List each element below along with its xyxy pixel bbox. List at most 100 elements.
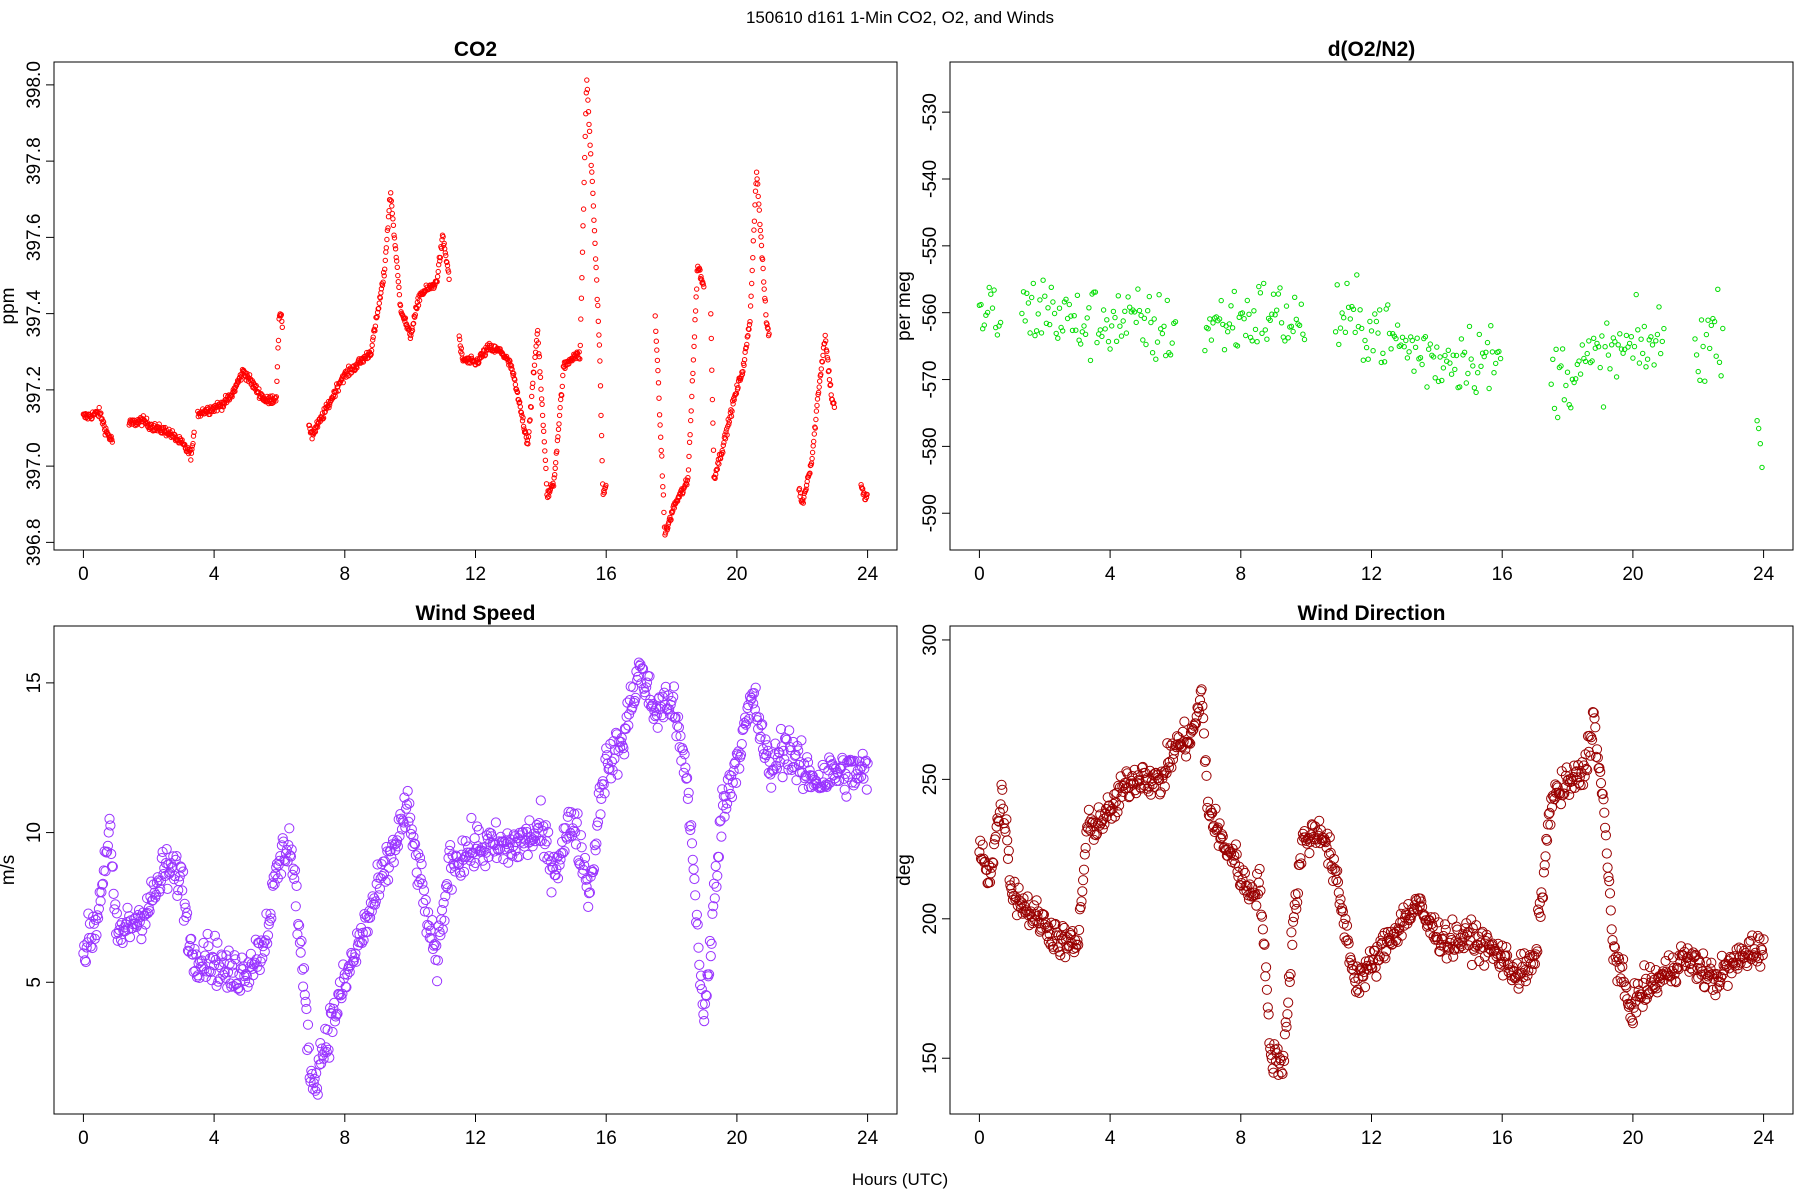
windspeed-point [755, 731, 766, 742]
winddir-point [1591, 744, 1603, 755]
o2-xtick-label: 16 [1492, 564, 1513, 585]
co2-point [756, 207, 762, 213]
winddir-point [1042, 921, 1054, 932]
o2-point [1586, 338, 1592, 344]
o2-point [1167, 352, 1174, 358]
winddir-point [1162, 738, 1173, 749]
o2-point [1221, 347, 1228, 353]
co2-point [529, 393, 535, 400]
co2-point [757, 227, 764, 234]
co2-point [535, 327, 541, 334]
windspeed-point [107, 861, 118, 872]
windspeed-point [582, 874, 593, 885]
windspeed-point [692, 919, 703, 930]
windspeed-point [247, 963, 258, 974]
winddir-point [1559, 788, 1570, 799]
co2-point [653, 328, 659, 334]
co2-point [657, 422, 663, 428]
o2-point [1259, 330, 1265, 336]
o2-point [1146, 293, 1153, 300]
co2-point [583, 90, 589, 96]
o2-point [1600, 404, 1607, 410]
co2-point [396, 284, 402, 290]
winddir-point [1195, 686, 1206, 697]
winddir-point [1599, 807, 1610, 818]
winddir-point [1725, 951, 1736, 963]
winddir-ytick-label: 250 [920, 764, 941, 796]
o2-point [1656, 304, 1662, 310]
co2-point [739, 371, 746, 377]
co2-point [383, 245, 389, 251]
windspeed-point [301, 1003, 312, 1015]
o2-point [1216, 316, 1223, 322]
co2-point [394, 264, 400, 270]
co2-point [525, 434, 532, 440]
co2-point [340, 379, 346, 386]
o2-point [1556, 364, 1563, 371]
winddir-point [1433, 917, 1444, 928]
co2-point [822, 332, 828, 339]
windspeed-point [405, 828, 417, 840]
winddir-point [1757, 950, 1768, 961]
winddir-point [1073, 939, 1084, 951]
windspeed-point [733, 746, 744, 757]
co2-point [161, 428, 168, 434]
co2-point [370, 334, 376, 340]
o2-point [1658, 350, 1664, 357]
winddir-point [1650, 965, 1661, 976]
windspeed-point [779, 754, 790, 765]
windspeed-point [706, 938, 717, 949]
co2-point [588, 151, 594, 157]
co2-point [189, 446, 195, 452]
windspeed-point [588, 864, 600, 875]
co2-point [579, 249, 586, 255]
windspeed-point [775, 723, 787, 735]
chart-panels: CO2 0 4 8 12 16 20 24 396.8 397.0 397.2 397.4 397.6 3… [0, 38, 1794, 1149]
o2-point [1030, 280, 1037, 287]
windspeed-point [634, 660, 645, 672]
winddir-point [1297, 835, 1308, 846]
o2-point [1693, 352, 1700, 358]
o2-ytick-label: -560 [920, 294, 941, 332]
windspeed-point [731, 777, 742, 789]
o2-point [1047, 321, 1053, 328]
windspeed-point [627, 702, 638, 713]
windspeed-point [442, 883, 453, 894]
co2-point [382, 266, 388, 272]
co2-point [456, 333, 462, 339]
co2-point [748, 293, 754, 299]
co2-point [437, 254, 444, 261]
winddir-point [1538, 867, 1550, 878]
o2-point [1234, 343, 1241, 349]
windspeed-point [502, 828, 513, 839]
windspeed-point [849, 755, 860, 766]
o2-point [1463, 380, 1470, 386]
co2-point [587, 142, 593, 148]
o2-point [1754, 418, 1760, 424]
winddir-ytick-label: 150 [920, 1042, 941, 1074]
winddir-point [1359, 982, 1371, 993]
o2-point [1334, 282, 1340, 288]
winddir-point [1284, 976, 1295, 988]
winddir-point [1216, 832, 1227, 844]
windspeed-point [528, 834, 539, 845]
windspeed-point [380, 876, 391, 887]
o2-point [1470, 363, 1476, 369]
winddir-point [1532, 946, 1543, 957]
co2-point [524, 437, 531, 443]
winddir-point [1601, 848, 1612, 859]
co2-point [191, 429, 197, 435]
windspeed-point [91, 930, 102, 941]
windspeed-point [398, 817, 409, 828]
co2-point [109, 439, 116, 445]
o2-point [1715, 286, 1721, 292]
o2-point [1120, 318, 1126, 324]
o2-point [1081, 323, 1087, 329]
co2-point [390, 216, 396, 222]
winddir-point [1432, 934, 1443, 946]
windspeed-point [704, 935, 716, 947]
winddir-point [1591, 751, 1602, 763]
winddir-point [1396, 930, 1407, 941]
co2-point [658, 434, 664, 440]
windspeed-point [709, 893, 720, 904]
